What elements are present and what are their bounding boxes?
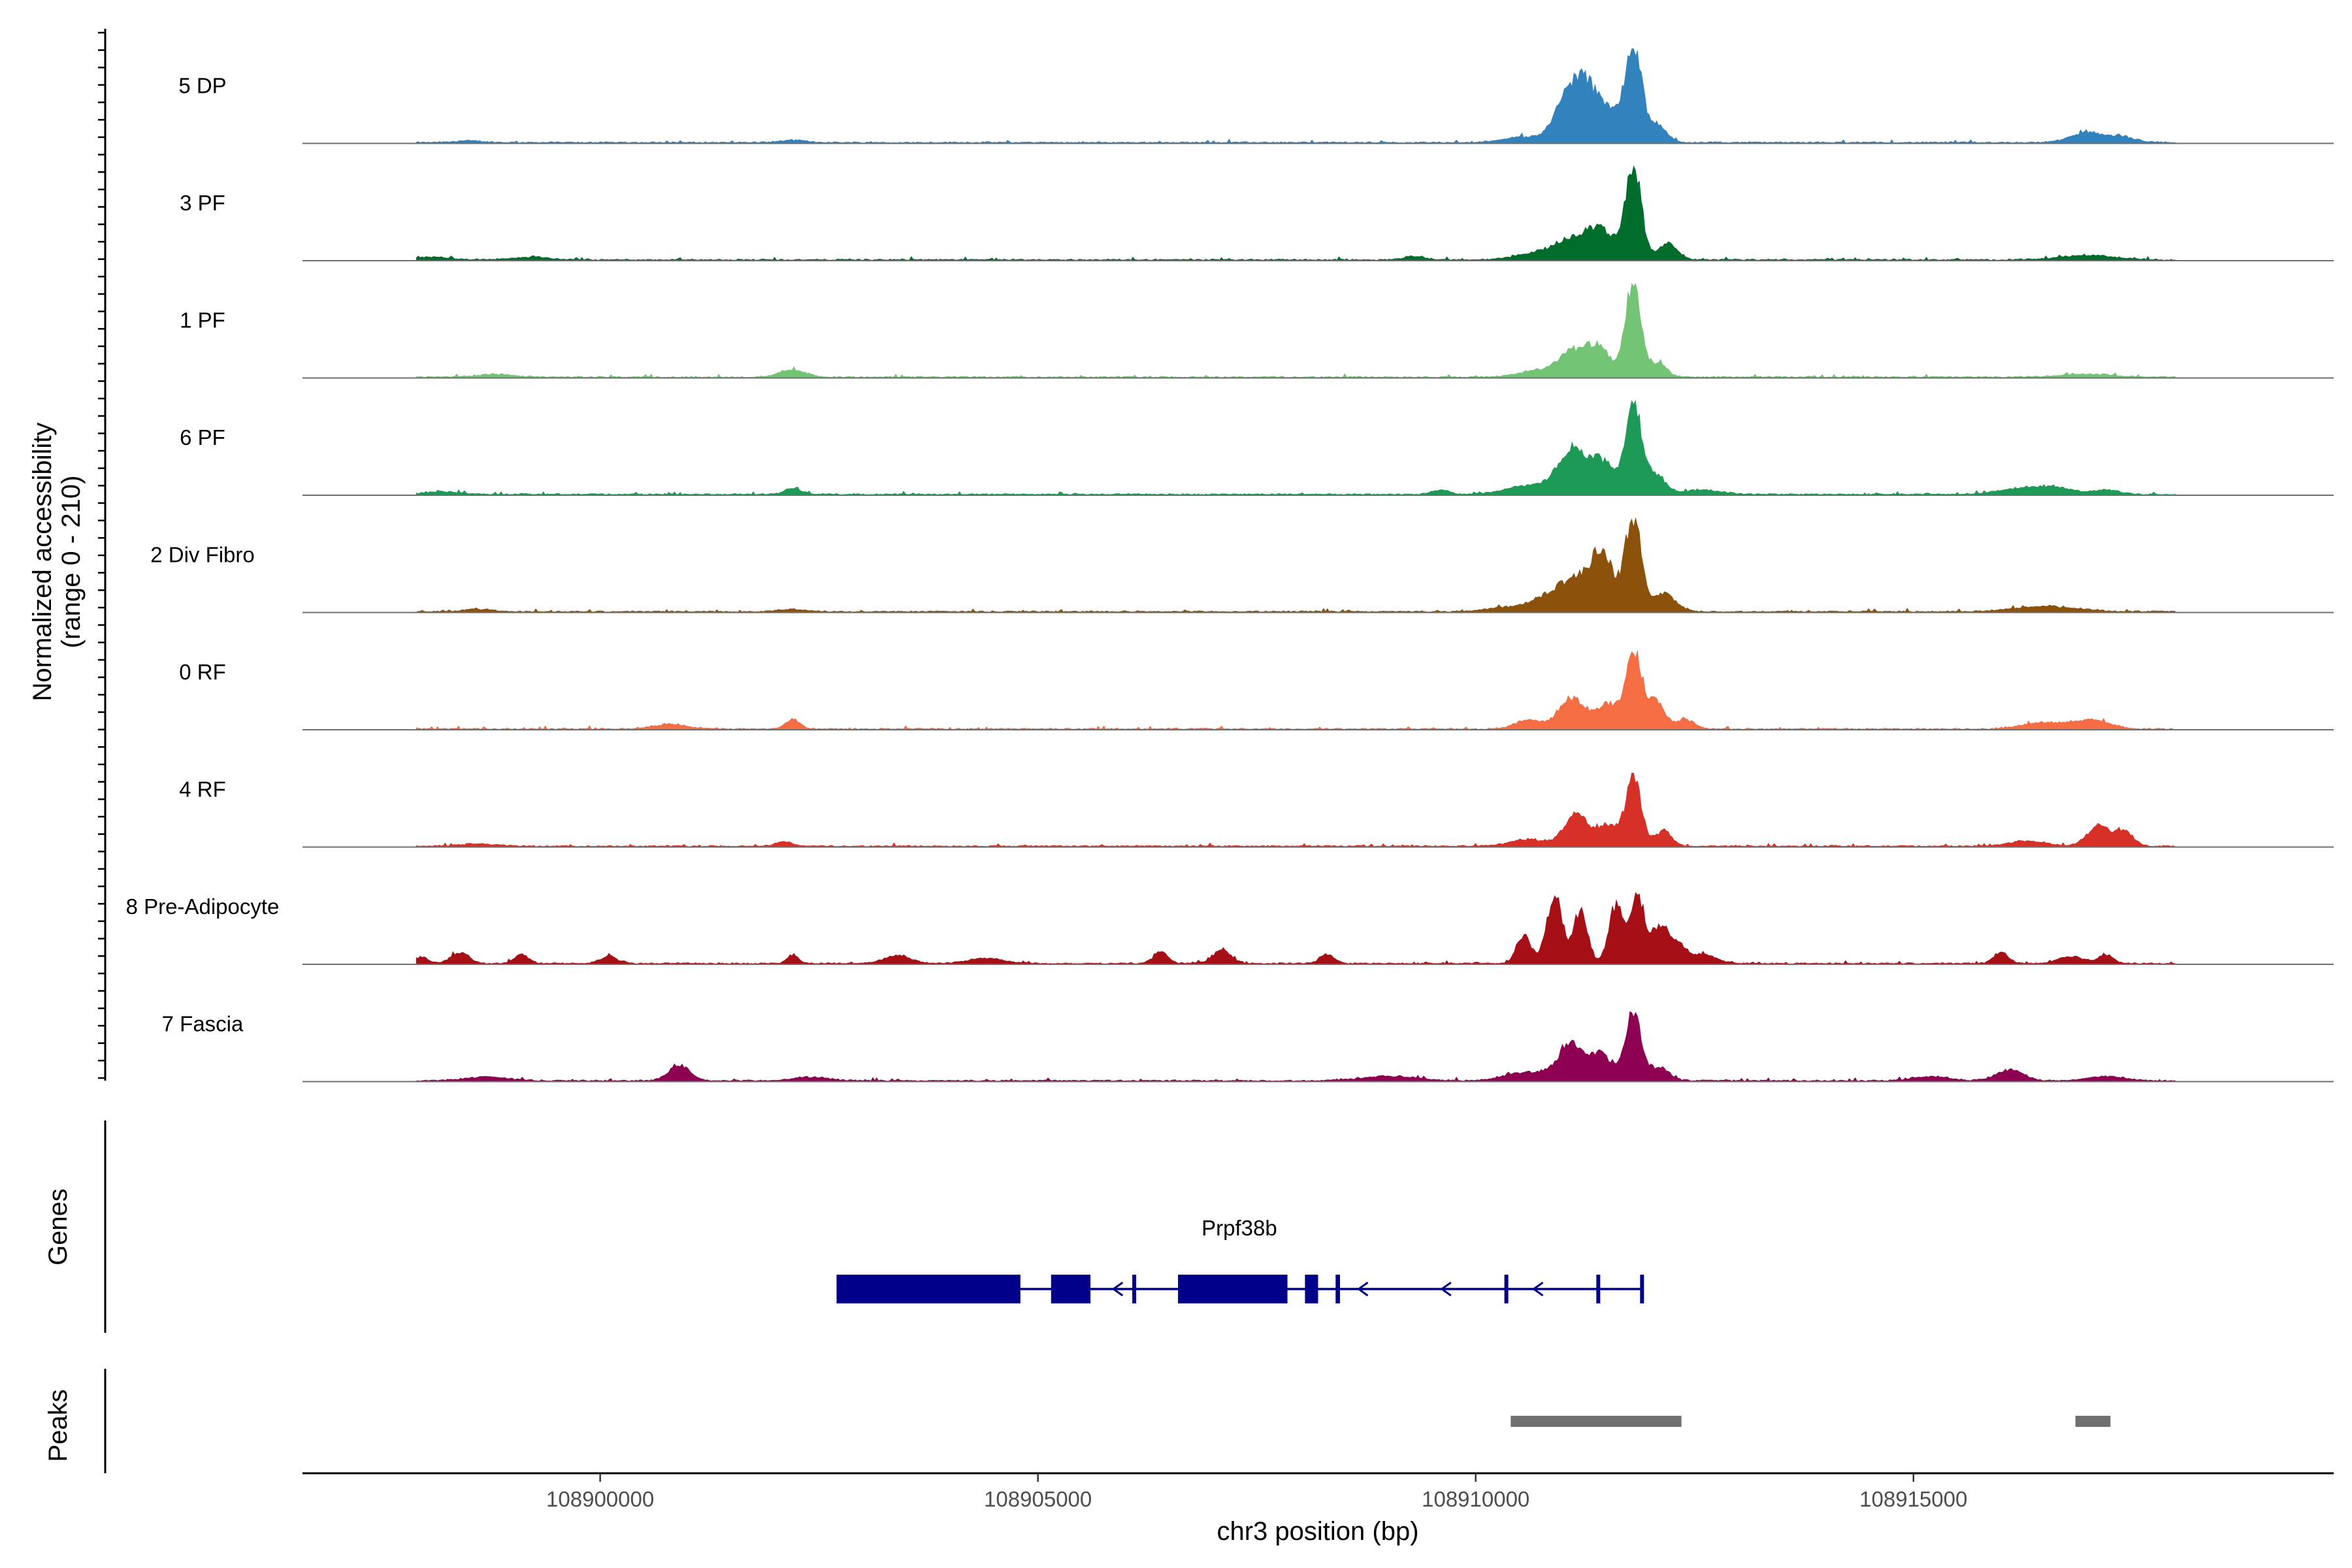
strand-arrow [1111, 1281, 1124, 1297]
track-label: 2 Div Fibro [150, 543, 255, 567]
y-axis [98, 29, 106, 1081]
x-tick-label: 108910000 [1422, 1487, 1529, 1511]
gene-exon-marker [1640, 1275, 1644, 1303]
gene-exon-marker [1596, 1275, 1601, 1303]
gene-exon [836, 1275, 1021, 1303]
x-axis-title: chr3 position (bp) [1217, 1517, 1418, 1546]
gene-name-label: Prpf38b [1201, 1216, 1277, 1240]
y-axis-title-line2: (range 0 - 210) [57, 476, 86, 649]
strand-arrow [1440, 1281, 1452, 1297]
coverage-area [416, 517, 2177, 613]
track-label: 0 RF [179, 660, 226, 684]
coverage-track: 8 Pre-Adipocyte [126, 892, 2334, 965]
peak-region-bar [2075, 1416, 2111, 1427]
x-tick-label: 108915000 [1859, 1487, 1967, 1511]
track-label: 3 PF [180, 191, 225, 215]
peaks-track-title: Peaks [44, 1389, 73, 1462]
peak-track [104, 1369, 2111, 1473]
coverage-area [416, 282, 2177, 378]
track-label: 7 Fascia [162, 1012, 244, 1036]
track-label: 1 PF [180, 308, 225, 333]
track-label: 6 PF [180, 425, 225, 449]
coverage-tracks: 5 DP 3 PF 1 PF 6 PF 2 Div Fibro 0 RF 4 RF 8 Pre… [126, 48, 2334, 1083]
gene-track: Prpf38b [104, 1120, 1644, 1333]
coverage-area [416, 650, 2176, 730]
track-label: 5 DP [178, 74, 226, 98]
coverage-area [416, 399, 2177, 496]
coverage-track: 6 PF [180, 399, 2334, 496]
gene-exon [1051, 1275, 1091, 1303]
coverage-track: 5 DP [178, 48, 2334, 144]
coverage-track: 3 PF [180, 165, 2334, 261]
gene-exon [1178, 1275, 1288, 1303]
coverage-area [416, 1011, 2177, 1082]
coverage-track: 7 Fascia [162, 1011, 2334, 1083]
gene-exon-marker [1504, 1275, 1509, 1303]
coverage-area [416, 772, 2176, 847]
gene-exon-marker [1132, 1275, 1137, 1303]
strand-arrow [1356, 1281, 1369, 1297]
coverage-area [416, 48, 2177, 144]
track-label: 4 RF [179, 777, 226, 802]
x-tick-label: 108905000 [984, 1487, 1092, 1511]
x-axis: 108900000 108905000 108910000 108915000 [302, 1472, 2334, 1511]
y-axis-title-line1: Normalized accessibility [28, 423, 57, 702]
coverage-track: 2 Div Fibro [150, 517, 2334, 613]
coverage-track: 4 RF [179, 772, 2334, 848]
coverage-area [416, 892, 2177, 965]
coverage-track: 0 RF [179, 650, 2334, 730]
strand-arrow [1531, 1281, 1544, 1297]
gene-exon [1305, 1275, 1318, 1303]
gene-model: Prpf38b [836, 1216, 1644, 1303]
gene-exon [1335, 1275, 1341, 1303]
peak-region-bar [1511, 1416, 1682, 1427]
track-label: 8 Pre-Adipocyte [126, 894, 280, 919]
genes-track-title: Genes [44, 1188, 73, 1266]
coverage-track: 1 PF [180, 282, 2334, 379]
coverage-area [416, 165, 2177, 261]
x-tick-label: 108900000 [546, 1487, 654, 1511]
